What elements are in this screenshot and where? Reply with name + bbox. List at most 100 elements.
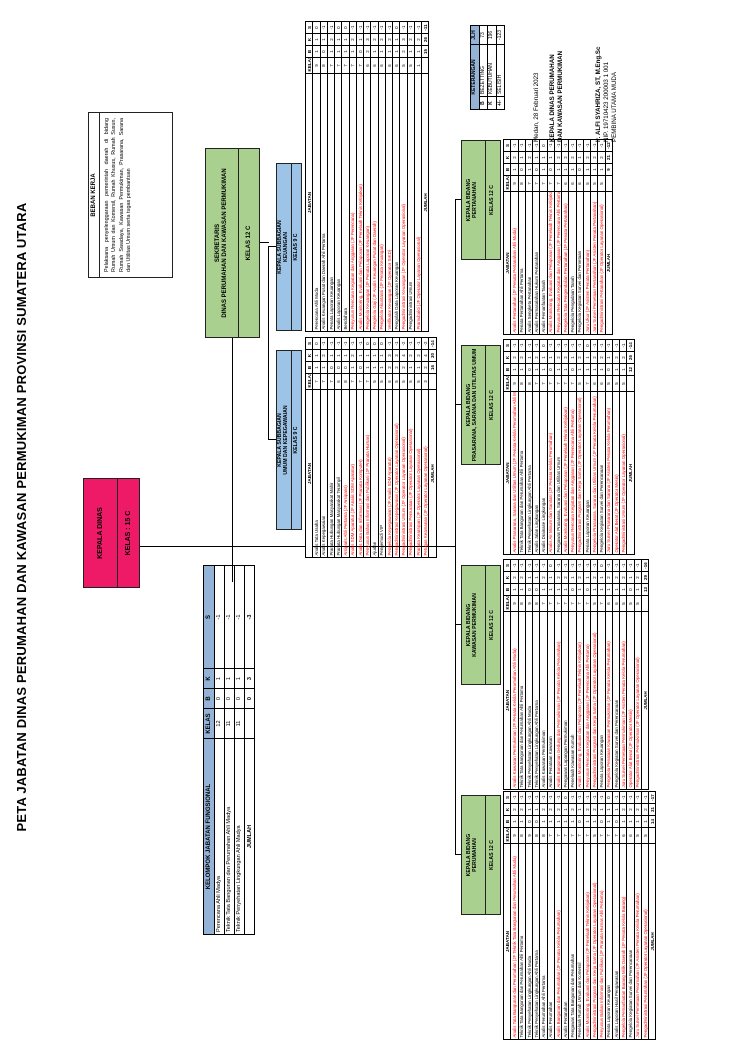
- jabatan-value: 2: [626, 803, 635, 816]
- jabatan-value: 0: [568, 583, 577, 596]
- jabatan-value: 0: [341, 21, 350, 34]
- jabatan-row: Pengawas Tata Bangunan dan Perumahan 7 1 2-…: [568, 791, 577, 1040]
- jabatan-value: 2: [561, 351, 569, 364]
- jabatan-value: 2: [554, 151, 562, 164]
- jabatan-name: Analis SDM Aparatur (JF Analis SDM Apara…: [349, 389, 357, 558]
- jabatan-value: 1: [312, 33, 321, 46]
- jabatan-name: Penyusun Rencana Kegiatan dan Anggaran (…: [554, 191, 562, 335]
- jabatan-value: -1: [590, 339, 598, 352]
- jabatan-value: -1: [612, 791, 620, 804]
- jabatan-value: 2: [597, 151, 606, 164]
- jabatan-name: Analis Bangunan Gedung dan Permukiman (J…: [554, 611, 562, 790]
- jabatan-value: -1: [349, 337, 357, 350]
- jabatan-name: Perencana Ahli Madya: [214, 738, 225, 935]
- jumlah-cell: -3: [244, 565, 255, 669]
- jabatan-value: 5: [590, 827, 598, 844]
- jabatan-value: 9: [510, 827, 519, 844]
- bidang-psu-box: KEPALA BIDANG PRASARANA, SARANA DAN UTIL…: [461, 345, 501, 465]
- jabatan-row: Analis Bangunan dan Perumahan (JF Penata…: [554, 791, 562, 1040]
- jabatan-value: 9: [525, 595, 533, 612]
- jabatan-value: 0: [597, 559, 606, 572]
- jabatan-value: 1: [510, 815, 519, 828]
- connector-subbag-drop-2: [268, 246, 276, 247]
- jabatan-value: 1: [414, 57, 422, 74]
- jabatan-name: Penyusun Rencana Kegiatan dan Anggaran (…: [568, 391, 577, 555]
- col-header: S: [305, 337, 313, 350]
- jabatan-value: 1: [583, 163, 591, 176]
- jabatan-value: 1: [327, 349, 335, 362]
- keterangan-row-k: K KEBUTUHAN 196: [487, 25, 496, 110]
- jabatan-name: Penata Pertanahan Ahli Pertama: [518, 191, 526, 335]
- jabatan-name: Teknik Penyehatan Lingkungan Ahli Pertam…: [532, 843, 540, 1040]
- jabatan-row: Teknik Penyehatan Lingkungan Ahli Madya 1…: [234, 565, 245, 935]
- jabatan-value: -1: [576, 339, 584, 352]
- jabatan-value: 1: [576, 803, 584, 816]
- jabatan-value: -1: [576, 791, 584, 804]
- bidang-psu-table: JABATAN KELAS B K S Analis Prasarana, Sarana …: [503, 339, 635, 555]
- jabatan-row: Penata Laporan Keuangan 7 1 1 0: [583, 339, 591, 555]
- jabatan-value: -1: [626, 791, 635, 804]
- jabatan-value: 0: [547, 363, 555, 376]
- kepala-dinas-box: KEPALA DINAS KELAS : 15 C: [83, 478, 140, 588]
- jabatan-name: Pengelola Prasarana, Sarana dan Utilitas…: [590, 391, 598, 555]
- jabatan-value: 1: [414, 45, 422, 58]
- jumlah-row: JUMLAH 15 26 -11: [421, 21, 429, 332]
- jabatan-row: Pengelola Penataan Kawasan Permukiman (J…: [605, 559, 613, 790]
- jumlah-cell: JUMLAH: [626, 391, 635, 555]
- beban-kerja-box: BEBAN KERJA Pelaksana penyelenggaraan pe…: [88, 112, 173, 278]
- jabatan-value: -1: [518, 139, 526, 152]
- jabatan-value: 1: [518, 815, 526, 828]
- jabatan-value: 7: [554, 175, 562, 192]
- jabatan-value: 9: [510, 375, 519, 392]
- jabatan-row: Analis Bangunan Gedung dan Permukiman (J…: [554, 559, 562, 790]
- jabatan-value: 1: [612, 583, 620, 596]
- kepala-dinas-title: KEPALA DINAS: [96, 507, 104, 559]
- signature-pangkat: PEMBINA UTAMA MUDA: [611, 71, 619, 142]
- jabatan-value: 0: [532, 583, 540, 596]
- jabatan-value: 1: [576, 583, 584, 596]
- jabatan-name: Pengadministrasi Persuratan (JF Operator…: [407, 389, 415, 558]
- jabatan-name: Analis Tata Bangunan dan Perumahan (JF T…: [510, 843, 519, 1040]
- jumlah-cell: [428, 373, 437, 390]
- jabatan-value: -1: [539, 791, 548, 804]
- jabatan-value: 9: [525, 827, 533, 844]
- jabatan-value: 7: [547, 175, 555, 192]
- jabatan-value: -1: [561, 339, 569, 352]
- jabatan-value: 2: [532, 351, 540, 364]
- jabatan-value: -1: [385, 21, 393, 34]
- jabatan-row: Analis Air Minum dan Sanitasi (JF Penata…: [547, 339, 555, 555]
- jabatan-value: 1: [518, 151, 526, 164]
- jabatan-value: 7: [349, 373, 357, 390]
- col-header: JABATAN: [503, 843, 511, 1040]
- jabatan-value: 2: [605, 571, 613, 584]
- jabatan-value: 0: [605, 363, 613, 376]
- jabatan-row: Pengemudi VIP 5 1 1 0: [378, 337, 386, 558]
- jabatan-row: Teknik Tata Bangunan dan Perumahan Ahli …: [518, 791, 526, 1040]
- jabatan-value: 7: [356, 373, 364, 390]
- jabatan-value: 2: [510, 151, 519, 164]
- jabatan-value: 2: [510, 351, 519, 364]
- jabatan-value: 8: [518, 175, 526, 192]
- connector-sekretaris-drop: [260, 242, 269, 243]
- jabatan-row: Penata Laporan Keuangan 7 1 1 0: [597, 559, 606, 790]
- jabatan-value: 3: [385, 349, 393, 362]
- jabatan-value: 0: [214, 688, 225, 709]
- subbag-keuangan-kelas: KELAS 9 C: [292, 233, 299, 261]
- jabatan-name: Operator Alat Berat (JF Operator Mesin): [626, 611, 635, 790]
- jabatan-value: 1: [363, 349, 371, 362]
- jabatan-value: -1: [641, 791, 649, 804]
- jabatan-row: Penyusun Rencana Kegiatan dan Anggaran (…: [554, 139, 562, 335]
- bidang-kawasan-subtitle: KAWASAN PERMUKIMAN: [472, 593, 479, 657]
- jabatan-name: Analis Keuangan Pusat dan Daerah Ahli Pe…: [320, 73, 328, 332]
- jabatan-row: Pengelola Prasarana, Sarana dan Utilitas…: [590, 339, 598, 555]
- jabatan-value: 2: [320, 349, 328, 362]
- bidang-kawasan-table: JABATAN KELAS B K S Analis Kawasan Permukiman…: [503, 559, 649, 790]
- jabatan-value: 1: [605, 803, 613, 816]
- col-header: JABATAN: [503, 391, 511, 555]
- jabatan-name: Pengelola Akuntansi (JF Penata Keuangan): [378, 73, 386, 332]
- jabatan-name: Penata Laporan Keuangan: [327, 73, 335, 332]
- jumlah-cell: -11: [421, 21, 429, 34]
- jabatan-value: 1: [539, 151, 548, 164]
- jabatan-name: Ajudan: [370, 389, 379, 558]
